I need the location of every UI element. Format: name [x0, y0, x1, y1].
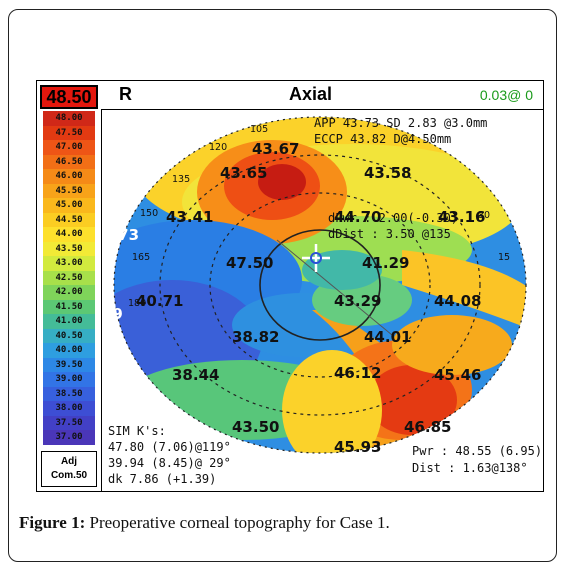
map-value: 44.08	[434, 292, 481, 310]
map-value: 43.16	[438, 208, 485, 226]
dpwr-info: dPwr : 2.00(-0.30)	[328, 211, 458, 225]
map-value: 38.82	[232, 328, 279, 346]
degree-label: 30	[478, 210, 490, 221]
scale-swatch: 42.00	[43, 285, 95, 300]
scale-swatch: 46.50	[43, 154, 95, 169]
scale-swatch: 38.00	[43, 401, 95, 416]
map-value: 41.29	[362, 254, 409, 272]
scale-footer-line: Adj	[60, 456, 78, 467]
map-header: R Axial 0.03@ 0	[101, 81, 543, 110]
scale-swatch: 40.50	[43, 328, 95, 343]
scale-swatch: 43.50	[43, 241, 95, 256]
crosshair-icon	[302, 244, 330, 272]
caption-text: Preoperative corneal topography for Case…	[85, 513, 390, 532]
degree-label: 120	[209, 142, 227, 153]
scale-swatch: 37.00	[43, 430, 95, 445]
eccp-info: ECCP 43.82 D@4.50mm	[314, 132, 451, 146]
map-value: 43.65	[220, 164, 267, 182]
simk-second: 39.94 (8.45)@ 29°	[108, 456, 231, 470]
scale-swatch: 38.50	[43, 386, 95, 401]
map-value: 44.70	[334, 208, 381, 226]
map-rings	[113, 116, 527, 454]
map-value: 46.12	[334, 364, 381, 382]
degree-labels: 105 120 135 150 165 180 30 15	[128, 124, 510, 309]
degree-label: 165	[132, 252, 150, 263]
scale-swatch: 43.00	[43, 256, 95, 271]
figure-caption: Figure 1: Preoperative corneal topograph…	[19, 513, 390, 533]
map-value: 46.85	[404, 418, 451, 436]
scale-swatch: 44.00	[43, 227, 95, 242]
scale-footer: Adj Com.50	[41, 451, 97, 487]
scale-swatch: 42.50	[43, 270, 95, 285]
map-value: 43.41	[166, 208, 213, 226]
scale-swatch: 39.00	[43, 372, 95, 387]
pwr-info: Pwr : 48.55 (6.95)	[412, 444, 542, 458]
degree-label: 105	[250, 124, 268, 135]
simk-title: SIM K's:	[108, 424, 166, 438]
color-scale: 48.50 48.00 47.50 47.00 46.50 46.00 45.50 45.0…	[37, 81, 102, 491]
scale-swatch: 44.50	[43, 212, 95, 227]
map-value: 45.93	[334, 438, 381, 456]
map-value: 47.50	[226, 254, 273, 272]
simk-first: 47.80 (7.06)@119°	[108, 440, 231, 454]
map-values: 43.67 43.65 43.58 43.41 44.70 43.16 47.50 41.29…	[136, 140, 485, 456]
app-info: APP 43.73 SD 2.83 @3.0mm	[314, 116, 487, 130]
map-value: 43.58	[364, 164, 411, 182]
degree-label: 150	[140, 208, 158, 219]
map-value: 38.44	[172, 366, 219, 384]
scale-swatch: 41.00	[43, 314, 95, 329]
degree-label: 15	[498, 252, 510, 263]
map-value: 40.71	[136, 292, 183, 310]
scale-max-value: 48.50	[40, 85, 98, 109]
map-info: APP 43.73 SD 2.83 @3.0mm ECCP 43.82 D@4.…	[108, 116, 542, 486]
map-value: 43.67	[252, 140, 299, 158]
edge-value: 7.62	[102, 384, 139, 402]
degree-label: 135	[172, 174, 190, 185]
dk-info: dk 7.86 (+1.39)	[108, 472, 216, 486]
map-value: 44.01	[364, 328, 411, 346]
eye-label: R	[119, 84, 132, 104]
scale-footer-line: Com.50	[50, 470, 88, 481]
scale-swatch: 48.00	[43, 111, 95, 126]
map-value: 45.46	[434, 366, 481, 384]
map-value: 43.29	[334, 292, 381, 310]
corneal-topography-figure: 48.50 48.00 47.50 47.00 46.50 46.00 45.50 45.0…	[36, 80, 544, 492]
scale-swatch: 47.50	[43, 125, 95, 140]
scale-swatch: 47.00	[43, 140, 95, 155]
dist-info: Dist : 1.63@138°	[412, 461, 528, 475]
map-title: Axial	[289, 84, 333, 104]
degree-label: 180	[128, 298, 146, 309]
scale-swatch: 45.50	[43, 183, 95, 198]
scale-swatch: 46.00	[43, 169, 95, 184]
edge-value: 7.73	[102, 226, 139, 244]
scale-swatch: 39.50	[43, 357, 95, 372]
scale-swatch: 40.00	[43, 343, 95, 358]
map-value: 43.50	[232, 418, 279, 436]
caption-label: Figure 1:	[19, 513, 86, 532]
edge-values: 7.73 09 7.62	[102, 226, 139, 402]
scale-swatch: 37.50	[43, 415, 95, 430]
scale-swatch: 41.50	[43, 299, 95, 314]
edge-value: 09	[102, 305, 123, 323]
scale-swatch: 45.00	[43, 198, 95, 213]
step-value: 0.03@ 0	[479, 87, 533, 103]
ddist-info: dDist : 3.50 @135	[328, 227, 451, 241]
